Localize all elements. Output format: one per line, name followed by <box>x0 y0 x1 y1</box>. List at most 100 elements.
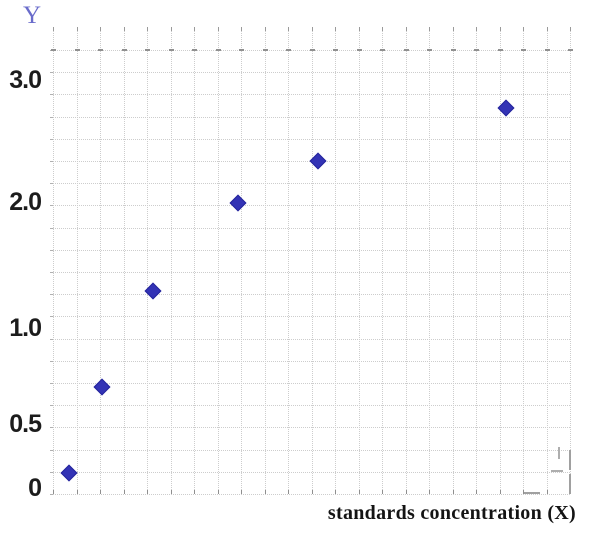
corner-mark-segment <box>569 474 571 494</box>
axis-tick <box>50 117 53 118</box>
y-tick-label: 3.0 <box>9 66 42 94</box>
axis-tick <box>50 383 53 384</box>
x-axis-title: standards concentration (X) <box>327 502 576 524</box>
axis-tick <box>265 490 266 494</box>
axis-tick <box>498 49 503 51</box>
axis-tick <box>500 27 501 31</box>
axis-tick <box>192 49 197 51</box>
axis-tick <box>100 490 101 494</box>
axis-tick <box>523 27 524 31</box>
axis-tick <box>50 272 53 273</box>
axis-tick <box>241 490 242 494</box>
axis-tick <box>521 49 526 51</box>
plot-area <box>50 27 573 495</box>
gridline-horizontal <box>53 494 570 495</box>
data-point-marker <box>93 378 111 396</box>
axis-tick <box>124 490 125 494</box>
gridline-horizontal <box>53 72 570 73</box>
axis-tick <box>98 49 103 51</box>
axis-tick <box>359 27 360 31</box>
y-tick-label: 2.0 <box>9 188 42 216</box>
axis-tick <box>310 49 315 51</box>
y-axis-title: Y <box>22 2 42 29</box>
axis-tick <box>523 490 524 494</box>
axis-tick <box>404 49 409 51</box>
corner-mark-segment <box>551 470 563 472</box>
axis-tick <box>122 49 127 51</box>
gridline-vertical <box>359 27 360 494</box>
gridline-horizontal <box>53 427 570 428</box>
gridline-vertical <box>77 27 78 494</box>
axis-tick <box>145 49 150 51</box>
axis-tick <box>357 49 362 51</box>
axis-tick <box>50 472 53 473</box>
axis-tick <box>429 27 430 31</box>
gridline-horizontal <box>53 94 570 95</box>
axis-tick <box>476 27 477 31</box>
corner-mark-segment <box>569 450 571 470</box>
axis-tick <box>451 49 456 51</box>
axis-tick <box>50 316 53 317</box>
gridline-horizontal <box>53 472 570 473</box>
axis-tick <box>286 49 291 51</box>
axis-tick <box>75 49 80 51</box>
gridline-vertical <box>100 27 101 494</box>
gridline-horizontal <box>53 294 570 295</box>
axis-tick <box>50 294 53 295</box>
axis-tick <box>545 49 550 51</box>
gridline-horizontal <box>53 139 570 140</box>
axis-tick <box>50 339 53 340</box>
gridline-horizontal <box>53 183 570 184</box>
axis-tick <box>335 490 336 494</box>
axis-tick <box>124 27 125 31</box>
axis-tick <box>100 27 101 31</box>
y-tick-label: 0 <box>28 474 42 502</box>
gridline-vertical <box>265 27 266 494</box>
axis-tick <box>216 49 221 51</box>
axis-tick <box>406 490 407 494</box>
gridline-horizontal <box>53 405 570 406</box>
data-point-marker <box>229 194 247 212</box>
gridline-vertical <box>335 27 336 494</box>
axis-tick <box>50 72 53 73</box>
axis-tick <box>147 490 148 494</box>
gridline-horizontal <box>53 205 570 206</box>
axis-tick <box>382 490 383 494</box>
axis-tick <box>453 490 454 494</box>
axis-tick <box>50 205 53 206</box>
axis-tick <box>77 490 78 494</box>
gridline-vertical <box>147 27 148 494</box>
axis-tick <box>547 490 548 494</box>
gridline-vertical <box>124 27 125 494</box>
axis-tick <box>265 27 266 31</box>
gridline-horizontal <box>53 316 570 317</box>
y-axis-tick-labels: 3.0 2.0 1.0 0.5 0 <box>0 0 42 546</box>
axis-tick <box>570 27 571 31</box>
axis-tick <box>53 490 54 494</box>
gridline-vertical <box>171 27 172 494</box>
axis-tick <box>312 490 313 494</box>
axis-tick <box>171 490 172 494</box>
gridline-horizontal <box>53 450 570 451</box>
axis-tick <box>429 490 430 494</box>
axis-tick <box>53 27 54 31</box>
axis-tick <box>474 49 479 51</box>
gridline-vertical <box>218 27 219 494</box>
gridline-vertical <box>500 27 501 494</box>
axis-tick <box>147 27 148 31</box>
gridline-horizontal <box>53 228 570 229</box>
axis-tick <box>288 490 289 494</box>
gridline-vertical <box>523 27 524 494</box>
axis-tick <box>50 250 53 251</box>
axis-tick <box>169 49 174 51</box>
axis-tick <box>547 27 548 31</box>
axis-tick <box>333 49 338 51</box>
axis-tick <box>51 49 56 51</box>
axis-tick <box>50 161 53 162</box>
gridline-vertical <box>570 27 571 494</box>
gridline-vertical <box>312 27 313 494</box>
gridline-horizontal <box>53 339 570 340</box>
gridline-vertical <box>476 27 477 494</box>
axis-tick <box>50 139 53 140</box>
